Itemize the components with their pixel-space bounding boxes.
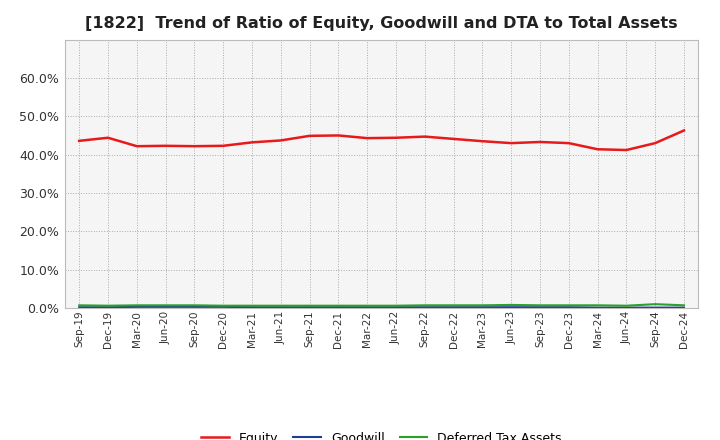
Goodwill (564, 304, 573, 310)
Goodwill (219, 304, 228, 309)
Goodwill (248, 304, 256, 310)
Equity (75, 138, 84, 143)
Goodwill (593, 305, 602, 310)
Goodwill (75, 304, 84, 310)
Equity (536, 139, 544, 145)
Equity (651, 140, 660, 146)
Goodwill (449, 304, 458, 310)
Deferred Tax Assets (363, 303, 372, 308)
Goodwill (334, 304, 343, 310)
Goodwill (276, 304, 285, 310)
Deferred Tax Assets (680, 303, 688, 308)
Deferred Tax Assets (622, 303, 631, 308)
Deferred Tax Assets (276, 303, 285, 308)
Deferred Tax Assets (392, 303, 400, 308)
Goodwill (536, 304, 544, 310)
Equity (248, 140, 256, 145)
Title: [1822]  Trend of Ratio of Equity, Goodwill and DTA to Total Assets: [1822] Trend of Ratio of Equity, Goodwil… (85, 16, 678, 32)
Deferred Tax Assets (132, 303, 141, 308)
Equity (305, 133, 314, 139)
Goodwill (680, 305, 688, 310)
Equity (392, 135, 400, 140)
Deferred Tax Assets (248, 303, 256, 308)
Deferred Tax Assets (478, 303, 487, 308)
Goodwill (420, 304, 429, 310)
Goodwill (363, 304, 372, 310)
Deferred Tax Assets (449, 303, 458, 308)
Goodwill (507, 304, 516, 310)
Goodwill (190, 304, 199, 309)
Deferred Tax Assets (190, 303, 199, 308)
Goodwill (478, 304, 487, 310)
Equity (622, 147, 631, 153)
Equity (219, 143, 228, 148)
Equity (420, 134, 429, 139)
Deferred Tax Assets (564, 303, 573, 308)
Deferred Tax Assets (219, 303, 228, 308)
Goodwill (305, 304, 314, 310)
Deferred Tax Assets (651, 301, 660, 307)
Equity (334, 133, 343, 138)
Equity (449, 136, 458, 142)
Goodwill (622, 305, 631, 310)
Deferred Tax Assets (536, 303, 544, 308)
Deferred Tax Assets (507, 302, 516, 308)
Deferred Tax Assets (334, 303, 343, 308)
Deferred Tax Assets (161, 303, 170, 308)
Equity (161, 143, 170, 148)
Goodwill (132, 304, 141, 309)
Line: Goodwill: Goodwill (79, 307, 684, 308)
Line: Equity: Equity (79, 131, 684, 150)
Goodwill (104, 304, 112, 310)
Equity (276, 138, 285, 143)
Line: Deferred Tax Assets: Deferred Tax Assets (79, 304, 684, 306)
Deferred Tax Assets (593, 303, 602, 308)
Goodwill (161, 304, 170, 309)
Goodwill (392, 304, 400, 310)
Equity (363, 136, 372, 141)
Equity (478, 139, 487, 144)
Deferred Tax Assets (75, 303, 84, 308)
Deferred Tax Assets (104, 303, 112, 308)
Deferred Tax Assets (305, 303, 314, 308)
Deferred Tax Assets (420, 303, 429, 308)
Equity (132, 143, 141, 149)
Equity (104, 135, 112, 140)
Equity (190, 143, 199, 149)
Equity (680, 128, 688, 133)
Equity (564, 140, 573, 146)
Equity (507, 140, 516, 146)
Goodwill (651, 305, 660, 310)
Equity (593, 147, 602, 152)
Legend: Equity, Goodwill, Deferred Tax Assets: Equity, Goodwill, Deferred Tax Assets (197, 427, 567, 440)
